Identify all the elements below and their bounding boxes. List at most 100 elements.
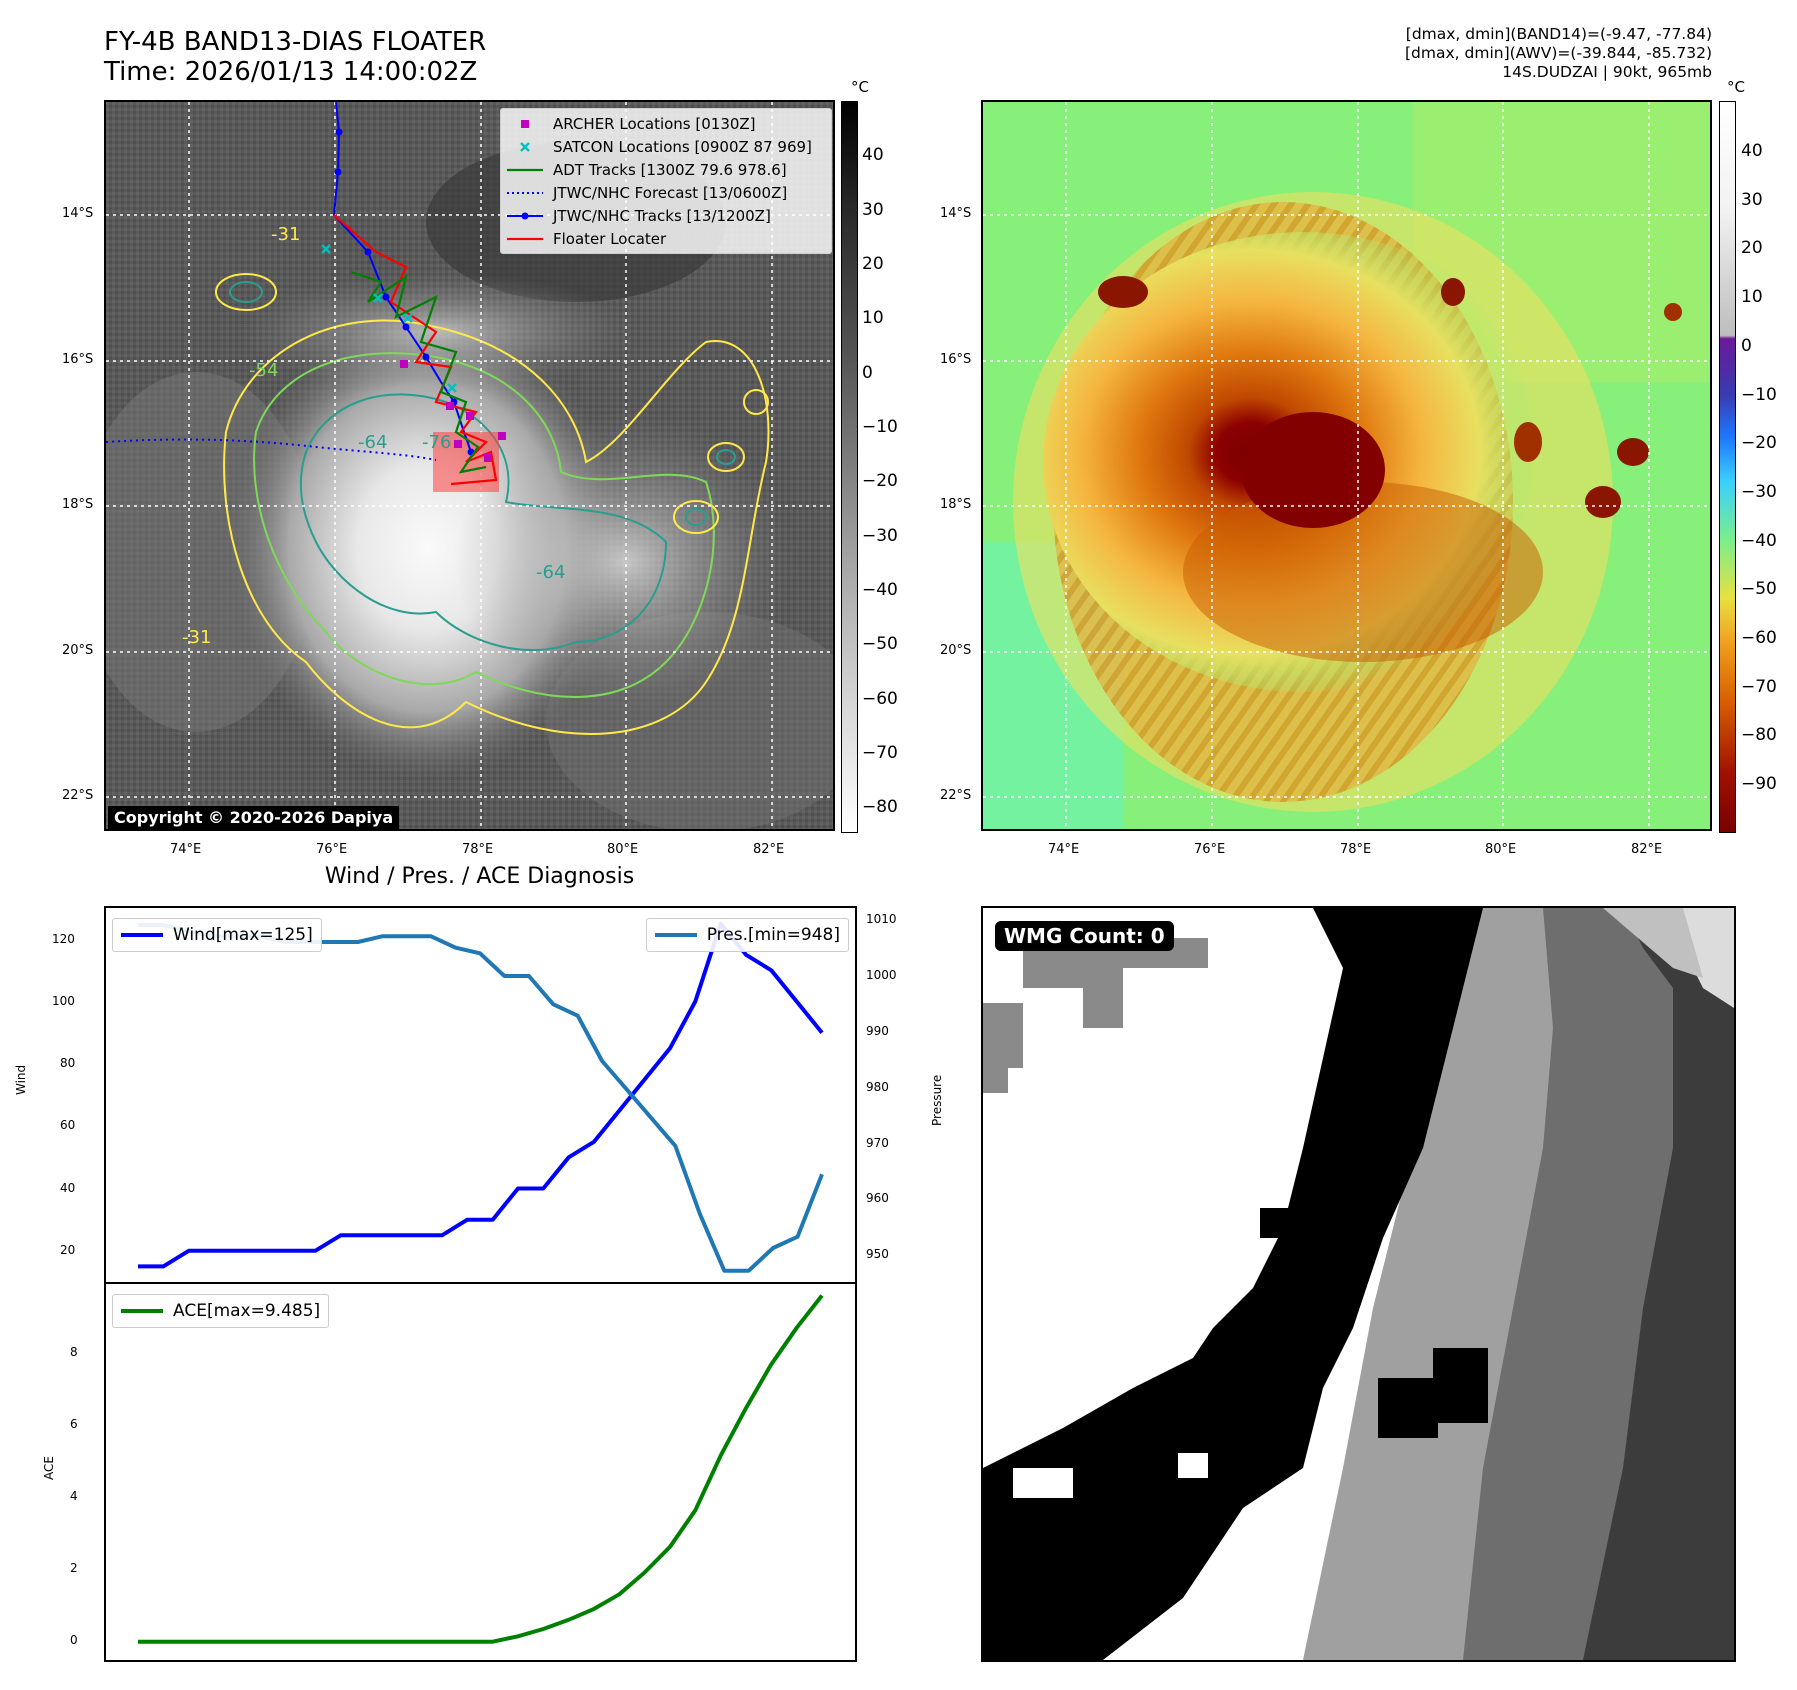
lon-label: 82°E [753,842,785,857]
color-map-svg [983,102,1710,829]
legend-tracks: JTWC/NHC Tracks [13/1200Z] [503,204,829,227]
colorbar-gray-tick: 0 [862,363,873,383]
cold-cloud-tops [1241,412,1385,528]
map-legend: ARCHER Locations [0130Z] SATCON Location… [500,108,832,254]
colorbar-gray [841,101,858,833]
lat-label: 20°S [62,643,94,658]
pres-legend: Pres.[min=948] [645,918,849,952]
info-awv: [dmax, dmin](AWV)=(-39.844, -85.732) [1405,44,1712,62]
colorbar-color-tick: 0 [1741,336,1752,356]
ace-chart [138,1294,824,1644]
legend-adt: ADT Tracks [1300Z 79.6 978.6] [507,160,787,179]
lat-label: 16°S [62,352,94,367]
contour-label-76: -76 [422,432,452,453]
lat-label: 16°S [940,352,972,367]
pres-tick: 1010 [866,912,897,926]
ace-ylabel: ACE [42,1456,56,1480]
lon-label: 78°E [1340,842,1372,857]
lon-label: 82°E [1631,842,1663,857]
colorbar-color-tick: −50 [1741,579,1777,599]
ace-panel: ACE[max=9.485] [104,1282,857,1662]
colorbar-gray-tick: −10 [862,417,898,437]
color-gridlines [983,102,1710,829]
colorbar-gray-tick: 40 [862,145,884,165]
wind-ylabel: Wind [14,1064,28,1095]
colorbar-gray-tick: −50 [862,634,898,654]
colorbar-gray-tick: −60 [862,689,898,709]
chart-time: Time: 2026/01/13 14:00:02Z [104,57,478,87]
pres-tick: 960 [866,1191,889,1205]
ace-tick: 6 [70,1417,78,1431]
pres-tick: 1000 [866,968,897,982]
diagnosis-title: Wind / Pres. / ACE Diagnosis [324,864,635,889]
ace-tick: 0 [70,1633,78,1647]
wind-tick: 80 [60,1056,76,1070]
wind-tick: 40 [60,1181,76,1195]
wind-series-line [138,921,824,1269]
wmg-white-region [983,908,1343,1448]
colorbar-gray-tick: −70 [862,743,898,763]
wind-tick: 60 [60,1118,76,1132]
colorbar-color-tick: −40 [1741,531,1777,551]
lon-label: 80°E [1485,842,1517,857]
floater-track-line [333,214,498,486]
wind-pres-panel: Wind[max=125] Pres.[min=948] [104,906,857,1284]
wind-tick: 100 [52,994,75,1008]
colorbar-gray-unit: °C [851,78,869,96]
lon-label: 80°E [607,842,639,857]
colorbar-color-tick: −10 [1741,385,1777,405]
colorbar-color-tick: −80 [1741,725,1777,745]
ace-series-line [138,1294,824,1644]
lat-label: 14°S [62,206,94,221]
colorbar-gray-tick: 20 [862,254,884,274]
contour-label-54: -54 [249,360,279,381]
colorbar-color-unit: °C [1727,78,1745,96]
colorbar-color-tick: −60 [1741,628,1777,648]
legend-forecast: JTWC/NHC Forecast [13/0600Z] [507,183,788,202]
wind-tick: 20 [60,1243,76,1257]
copyright-badge: Copyright © 2020-2026 Dapiya [108,806,400,829]
colorbar-gray-tick: −40 [862,580,898,600]
contour-label-64b: -64 [536,562,566,583]
legend-floater: Floater Locater [507,229,667,248]
satcon-points [321,244,457,393]
contour-yellow [223,319,770,735]
wmg-count-badge: WMG Count: 0 [995,921,1174,951]
pres-tick: 950 [866,1247,889,1261]
contour-label-31: -31 [271,224,301,245]
lon-label: 76°E [1194,842,1226,857]
pres-tick: 980 [866,1080,889,1094]
wmg-black-band [983,908,1483,1660]
ace-legend: ACE[max=9.485] [112,1294,330,1328]
lat-label: 22°S [62,788,94,803]
colorbar-color [1719,101,1736,833]
archer-points [400,360,506,462]
jtwc-track-points [334,128,475,456]
colorbar-gray-tick: −30 [862,526,898,546]
ace-tick: 2 [70,1561,78,1575]
colorbar-color-tick: 20 [1741,238,1763,258]
colorbar-color-tick: 30 [1741,190,1763,210]
pres-tick: 970 [866,1136,889,1150]
ace-tick: 8 [70,1345,78,1359]
wind-tick: 120 [52,932,75,946]
ir-map-panel: -31 -31 -54 -64 -64 -76 ARCHER Locations… [104,100,835,831]
lon-label: 74°E [1048,842,1080,857]
contour-label-31b: -31 [182,627,212,648]
color-map-panel [981,100,1712,831]
ace-tick: 4 [70,1489,78,1503]
lat-label: 14°S [940,206,972,221]
wmg-panel: WMG Count: 0 [981,906,1736,1662]
lon-label: 74°E [170,842,202,857]
colorbar-color-tick: 10 [1741,287,1763,307]
lon-label: 76°E [316,842,348,857]
colorbar-color-tick: −30 [1741,482,1777,502]
info-band14: [dmax, dmin](BAND14)=(-9.47, -77.84) [1405,25,1712,43]
colorbar-color-tick: 40 [1741,141,1763,161]
wmg-image [983,908,1734,1660]
pres-ylabel: Pressure [930,1074,944,1126]
lat-label: 22°S [940,788,972,803]
wind-legend: Wind[max=125] [112,918,322,952]
info-storm: 14S.DUDZAI | 90kt, 965mb [1502,63,1712,81]
jtwc-forecast-line [106,438,437,461]
